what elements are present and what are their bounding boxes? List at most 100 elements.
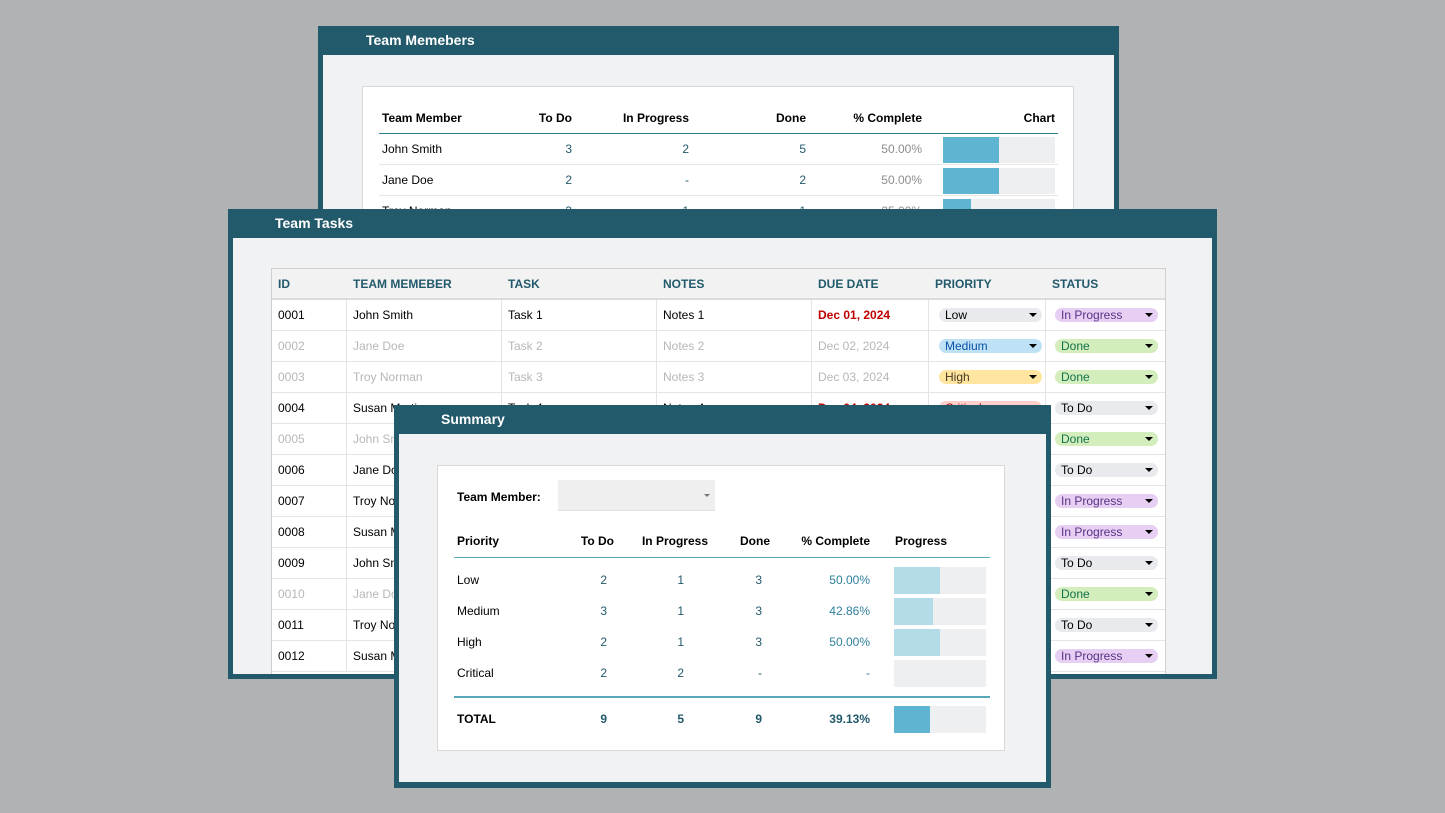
header-task: TASK [508,277,540,291]
summary-to-do: 3 [600,604,607,618]
status-dropdown[interactable]: In Progress [1055,308,1158,322]
chevron-down-icon [704,494,710,497]
summary-in-progress: 1 [677,573,684,587]
chevron-down-icon [1145,406,1153,410]
status-dropdown[interactable]: To Do [1055,463,1158,477]
task-id: 0002 [272,331,347,362]
priority-dropdown[interactable]: Low [939,308,1042,322]
task-status-cell: Done [1046,362,1165,393]
summary-window: Summary Team Member: Priority To Do In P… [394,405,1051,788]
status-label: To Do [1061,618,1093,632]
status-label: Done [1061,432,1090,446]
team-members-body: Team Member To Do In Progress Done % Com… [323,55,1114,246]
task-id: 0005 [272,424,347,455]
summary-progress-bar [894,629,986,656]
summary-done: 3 [755,604,762,618]
table-row: 0001 John Smith Task 1 Notes 1 Dec 01, 2024 L… [272,300,1165,331]
chevron-down-icon [1029,313,1037,317]
summary-progress-bar [894,567,986,594]
task-id: 0004 [272,393,347,424]
task-name: Task 2 [502,331,657,362]
summary-priority: Medium [457,604,500,618]
status-label: In Progress [1061,525,1123,539]
summary-row: High 2 1 3 50.00% [454,627,990,658]
status-dropdown[interactable]: Done [1055,370,1158,384]
member-chart-bar [943,137,1055,163]
member-chart-fill [943,137,999,163]
status-dropdown[interactable]: Done [1055,432,1158,446]
member-name: Jane Doe [382,173,434,187]
chevron-down-icon [1145,468,1153,472]
header-to-do: To Do [580,534,614,548]
team-members-window: Team Memebers Team Member To Do In Progr… [318,26,1119,246]
task-status-cell: To Do [1046,548,1165,579]
summary-progress-bar [894,598,986,625]
summary-progress-bar [894,660,986,687]
header-id: ID [278,277,290,291]
task-name: Task 3 [502,362,657,393]
total-progress-fill [894,706,930,733]
task-status-cell: To Do [1046,455,1165,486]
status-dropdown[interactable]: Done [1055,587,1158,601]
total-to-do: 9 [600,712,607,726]
member-name: John Smith [382,142,443,156]
total-pct-complete: 39.13% [829,712,870,726]
header-team-member: Team Member [382,111,462,125]
status-dropdown[interactable]: To Do [1055,401,1158,415]
header-done: Done [740,534,770,548]
header-pct-complete: % Complete [853,111,922,125]
task-status-cell: In Progress [1046,517,1165,548]
status-dropdown[interactable]: To Do [1055,618,1158,632]
total-progress-bar [894,706,986,733]
status-label: Done [1061,370,1090,384]
total-in-progress: 5 [677,712,684,726]
status-dropdown[interactable]: In Progress [1055,525,1158,539]
chevron-down-icon [1145,375,1153,379]
task-id: 0003 [272,362,347,393]
summary-title: Summary [441,411,505,427]
priority-dropdown[interactable]: High [939,370,1042,384]
task-member: Troy Norman [347,362,502,393]
table-row: 0006 Jane Doe To Do [272,455,1165,486]
member-row: John Smith 3 2 5 50.00% [379,134,1058,165]
priority-label: High [945,370,970,384]
table-row: 0003 Troy Norman Task 3 Notes 3 Dec 03, 2024… [272,362,1165,393]
task-status-cell: To Do [1046,610,1165,641]
status-dropdown[interactable]: In Progress [1055,494,1158,508]
summary-to-do: 2 [600,666,607,680]
summary-priority: High [457,635,482,649]
task-status-cell: Done [1046,331,1165,362]
team-member-select[interactable] [558,480,715,511]
status-label: To Do [1061,463,1093,477]
chevron-down-icon [1145,344,1153,348]
task-notes: Notes 2 [657,331,812,362]
chevron-down-icon [1145,592,1153,596]
total-label: TOTAL [457,712,496,726]
task-name: Task 1 [502,300,657,331]
task-id: 0010 [272,579,347,610]
task-id: 0009 [272,548,347,579]
table-row: 0002 Jane Doe Task 2 Notes 2 Dec 02, 2024 Med… [272,331,1165,362]
summary-done: - [758,666,762,680]
chevron-down-icon [1145,561,1153,565]
task-member: John Smith [347,300,502,331]
priority-dropdown[interactable]: Medium [939,339,1042,353]
status-dropdown[interactable]: In Progress [1055,649,1158,663]
status-dropdown[interactable]: To Do [1055,556,1158,570]
task-status-cell: In Progress [1046,641,1165,672]
status-dropdown[interactable]: Done [1055,339,1158,353]
team-tasks-title: Team Tasks [275,215,354,231]
status-label: Done [1061,339,1090,353]
task-due-date: Dec 03, 2024 [812,362,929,393]
task-priority-cell: Low [929,300,1046,331]
summary-total-row: TOTAL 9 5 9 39.13% [454,704,990,735]
member-to-do: 2 [565,173,572,187]
member-chart-fill [943,168,999,194]
header-status: STATUS [1052,277,1099,291]
task-due-date: Dec 01, 2024 [812,300,929,331]
status-label: Done [1061,587,1090,601]
header-priority: Priority [457,534,500,548]
summary-pct-complete: - [866,666,870,680]
task-notes: Notes 3 [657,362,812,393]
header-in-progress: In Progress [641,534,708,548]
